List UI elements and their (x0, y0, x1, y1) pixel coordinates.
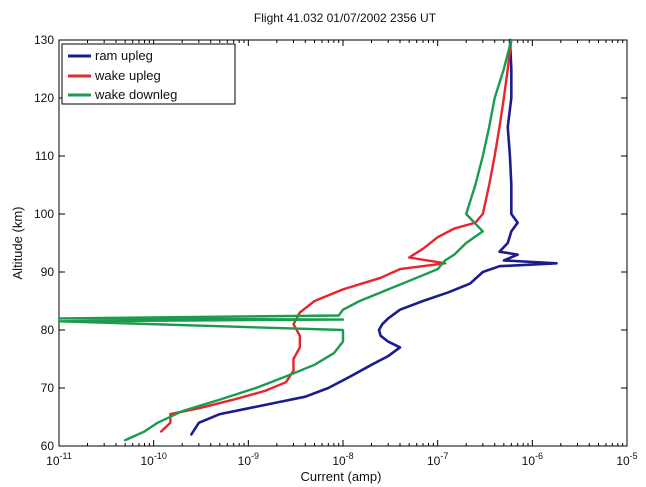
x-tick-label-exponent-6: -5 (630, 451, 638, 461)
x-tick-label-base-5: 10 (522, 454, 536, 468)
legend-label-wake-downleg: wake downleg (94, 87, 177, 102)
y-tick-label-4: 100 (34, 207, 54, 221)
x-tick-label-base-2: 10 (238, 454, 252, 468)
x-tick-label-2: 10-9 (238, 451, 259, 468)
chart-title: Flight 41.032 01/07/2002 2356 UT (254, 11, 437, 25)
x-tick-label-exponent-5: -6 (535, 451, 543, 461)
y-axis-tick-labels: 60 70 80 90 100 110 120 130 (34, 33, 54, 453)
x-tick-label-base-4: 10 (427, 454, 441, 468)
x-tick-label-5: 10-6 (522, 451, 543, 468)
x-tick-label-0: 10-11 (46, 451, 72, 468)
minor-tick-group (86, 40, 624, 446)
x-tick-label-exponent-2: -9 (251, 451, 259, 461)
x-tick-label-3: 10-8 (332, 451, 353, 468)
x-tick-label-exponent-3: -8 (346, 451, 354, 461)
legend-label-wake-upleg: wake upleg (94, 68, 161, 83)
x-tick-label-1: 10-10 (140, 451, 166, 468)
x-tick-label-base-1: 10 (140, 454, 154, 468)
x-tick-label-6: 10-5 (616, 451, 637, 468)
x-tick-label-base-3: 10 (332, 454, 346, 468)
legend: ram upleg wake upleg wake downleg (61, 43, 236, 105)
y-tick-label-7: 130 (34, 33, 54, 47)
legend-label-ram-upleg: ram upleg (95, 48, 153, 63)
y-tick-label-6: 120 (34, 91, 54, 105)
x-axis-tick-labels: 10-11 10-10 10-9 10-8 10-7 10-6 10-5 (46, 451, 638, 468)
x-tick-label-4: 10-7 (427, 451, 448, 468)
x-tick-label-exponent-0: -11 (60, 451, 72, 461)
x-axis-label: Current (amp) (301, 469, 382, 484)
y-axis-label: Altitude (km) (10, 207, 25, 280)
x-tick-label-base-6: 10 (616, 454, 630, 468)
plot-frame (58, 39, 628, 447)
y-tick-label-1: 70 (41, 381, 55, 395)
y-tick-label-0: 60 (41, 439, 55, 453)
series-wake-upleg (159, 38, 513, 433)
series-ram-upleg (190, 38, 558, 436)
y-tick-label-5: 110 (35, 149, 54, 163)
x-tick-label-base-0: 10 (46, 454, 60, 468)
y-tick-label-3: 90 (41, 265, 55, 279)
y-tick-label-2: 80 (41, 323, 55, 337)
x-tick-label-exponent-1: -10 (154, 451, 167, 461)
major-tick-group (58, 39, 628, 447)
series-layer (57, 38, 558, 442)
x-tick-label-exponent-4: -7 (440, 451, 448, 461)
series-wake-downleg (57, 38, 513, 442)
